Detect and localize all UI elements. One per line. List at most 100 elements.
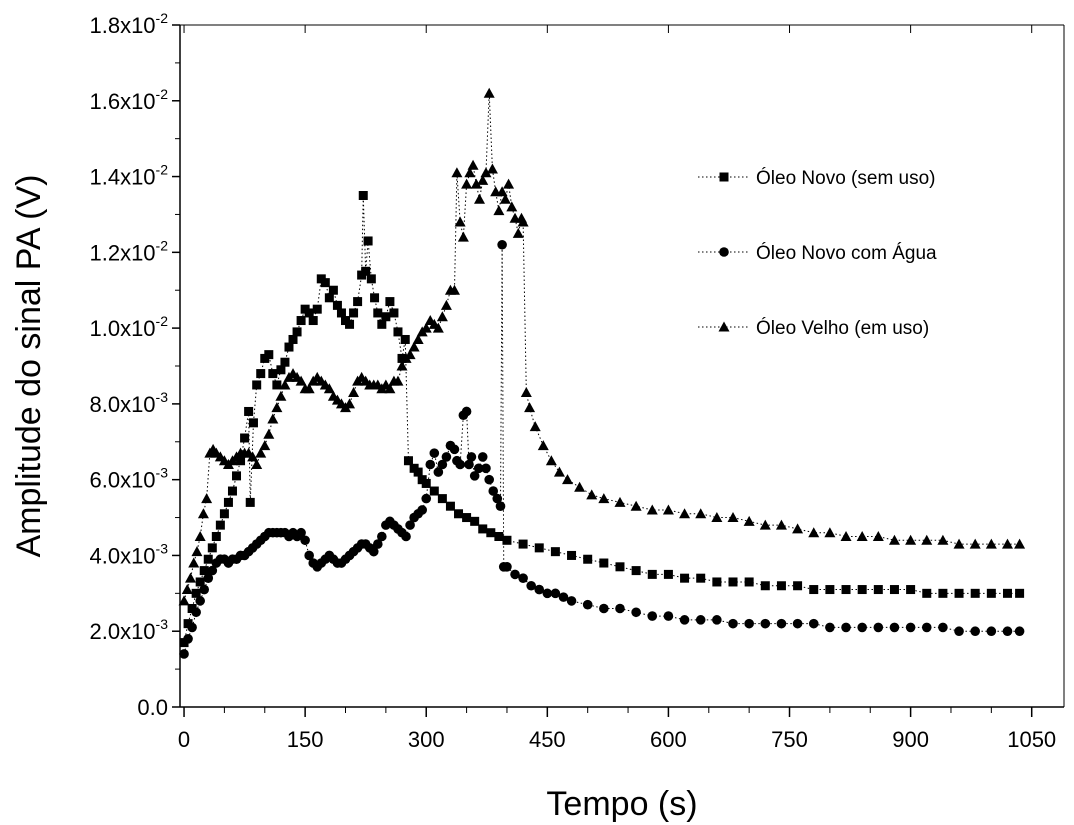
data-point xyxy=(499,193,511,204)
data-point xyxy=(518,539,528,549)
data-point xyxy=(494,532,504,541)
data-point xyxy=(497,239,507,250)
data-point xyxy=(695,508,707,519)
data-point xyxy=(488,486,499,496)
data-point xyxy=(889,585,899,595)
data-point xyxy=(776,581,786,591)
data-point xyxy=(647,611,658,621)
data-point xyxy=(303,383,315,394)
x-tick-label: 300 xyxy=(408,727,445,752)
data-point xyxy=(259,440,271,451)
data-point xyxy=(583,554,593,564)
data-point xyxy=(630,500,642,511)
x-tick-label: 450 xyxy=(529,727,566,752)
data-point xyxy=(503,178,515,189)
data-point xyxy=(574,481,586,492)
data-point xyxy=(178,595,190,606)
data-point xyxy=(194,531,206,541)
data-point xyxy=(256,369,266,379)
data-point xyxy=(215,520,225,530)
data-point xyxy=(429,448,440,458)
data-point xyxy=(474,193,486,204)
data-point xyxy=(323,383,335,394)
data-point xyxy=(492,493,503,504)
data-point xyxy=(615,562,625,572)
data-point xyxy=(529,421,541,432)
series-triangle xyxy=(178,87,1026,606)
data-point xyxy=(808,618,819,629)
data-point xyxy=(728,577,738,587)
data-point xyxy=(922,588,932,598)
data-point xyxy=(470,516,480,526)
data-point xyxy=(663,569,673,579)
data-point xyxy=(517,216,529,227)
legend-item: Óleo Velho (em uso) xyxy=(698,317,929,339)
x-tick-label: 1050 xyxy=(1007,727,1056,752)
data-point xyxy=(227,486,237,496)
data-point xyxy=(1015,588,1025,598)
data-point xyxy=(679,615,690,625)
data-point xyxy=(545,455,557,466)
y-tick-label: 8.0x10-3 xyxy=(89,389,168,417)
data-point xyxy=(421,478,431,488)
data-point xyxy=(417,505,427,515)
data-point xyxy=(524,402,536,413)
data-point xyxy=(304,308,314,318)
y-tick-label: 1.8x10-2 xyxy=(89,10,168,38)
data-point xyxy=(295,375,307,386)
data-point xyxy=(181,584,193,595)
data-point xyxy=(840,531,852,541)
data-point xyxy=(825,585,835,595)
data-point xyxy=(432,322,444,333)
data-point xyxy=(348,387,360,398)
data-point xyxy=(255,447,267,458)
data-point xyxy=(526,580,536,591)
data-point xyxy=(240,433,250,443)
y-tick-label: 4.0x10-3 xyxy=(89,540,168,568)
data-point xyxy=(841,622,851,633)
data-point xyxy=(296,527,306,538)
data-point xyxy=(478,524,488,534)
data-point xyxy=(304,550,314,561)
data-point xyxy=(954,626,964,637)
data-point xyxy=(469,471,480,481)
data-point xyxy=(223,497,233,507)
legend-item: Óleo Novo com Água xyxy=(698,242,937,264)
data-point xyxy=(477,174,489,185)
data-point xyxy=(384,383,396,394)
data-point xyxy=(663,611,674,621)
data-point xyxy=(184,572,196,583)
x-tick-label: 150 xyxy=(287,727,324,752)
data-point xyxy=(477,452,488,462)
data-point xyxy=(345,319,355,329)
data-point xyxy=(480,167,492,178)
data-point xyxy=(534,584,545,595)
data-point xyxy=(921,622,932,633)
data-point xyxy=(970,626,980,637)
data-point xyxy=(841,585,851,595)
legend-label: Óleo Novo com Água xyxy=(756,242,937,264)
data-point xyxy=(599,603,609,614)
data-point xyxy=(252,380,262,390)
data-point xyxy=(481,463,491,474)
data-point xyxy=(396,360,408,371)
data-point xyxy=(389,308,399,318)
data-point xyxy=(336,308,346,318)
data-point xyxy=(292,327,302,337)
data-point xyxy=(199,566,209,576)
data-point xyxy=(358,191,368,200)
data-point xyxy=(486,528,496,538)
data-point xyxy=(502,562,512,572)
data-point xyxy=(470,178,482,189)
data-point xyxy=(553,466,565,477)
data-point xyxy=(312,304,322,314)
data-point xyxy=(272,380,282,390)
data-point xyxy=(970,588,980,598)
data-point xyxy=(191,546,203,557)
data-point xyxy=(344,398,356,409)
data-point xyxy=(954,588,964,598)
y-tick-label: 1.6x10-2 xyxy=(89,86,168,114)
data-point xyxy=(825,622,835,633)
data-point xyxy=(662,504,674,515)
